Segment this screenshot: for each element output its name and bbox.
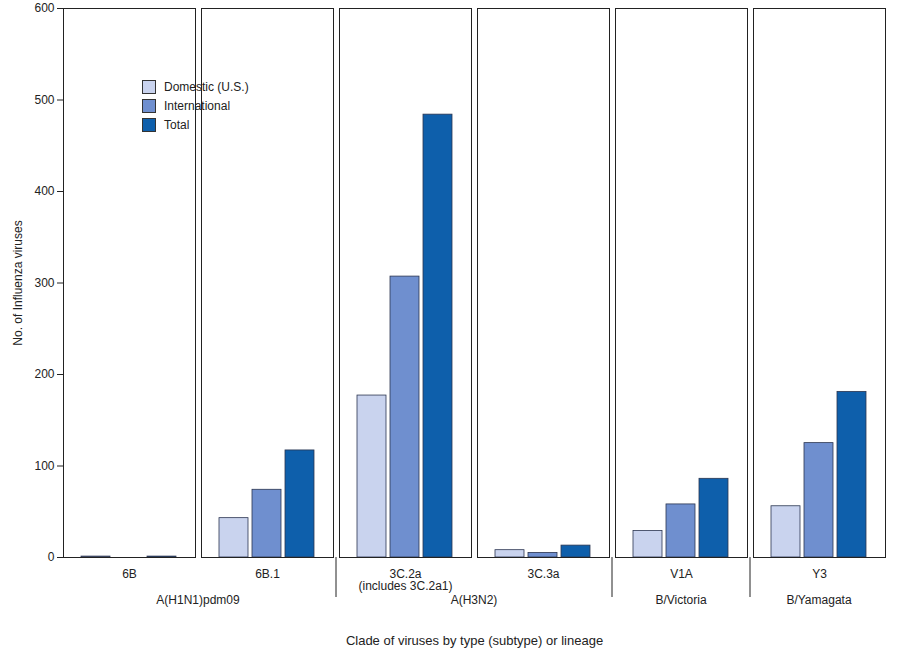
svg-text:0: 0: [48, 550, 55, 564]
html-text:Domestic (U.S.): Domestic (U.S.): [164, 80, 249, 94]
svg-text:A(H1N1)pdm09: A(H1N1)pdm09: [156, 593, 240, 607]
html-text:International: International: [164, 99, 230, 113]
svg-text:6B.1: 6B.1: [255, 567, 280, 581]
svg-text:3C.3a: 3C.3a: [527, 567, 559, 581]
svg-text:B/Victoria: B/Victoria: [655, 593, 706, 607]
html-text:Total: Total: [164, 118, 190, 132]
svg-text:100: 100: [34, 459, 54, 473]
svg-text:No. of Influenza viruses: No. of Influenza viruses: [11, 220, 25, 345]
svg-text:A(H3N2): A(H3N2): [451, 593, 498, 607]
svg-text:200: 200: [34, 367, 54, 381]
svg-text:V1A: V1A: [670, 567, 693, 581]
svg-text:400: 400: [34, 184, 54, 198]
svg-text:600: 600: [34, 1, 54, 15]
svg-text:500: 500: [34, 93, 54, 107]
svg-text:6B: 6B: [122, 567, 137, 581]
svg-text:Y3: Y3: [812, 567, 827, 581]
svg-text:3C.2a(includes 3C.2a1): 3C.2a(includes 3C.2a1): [358, 567, 452, 593]
svg-text:B/Yamagata: B/Yamagata: [786, 593, 851, 607]
svg-text:300: 300: [34, 276, 54, 290]
svg-text:Clade of viruses by type (subt: Clade of viruses by type (subtype) or li…: [346, 633, 603, 648]
